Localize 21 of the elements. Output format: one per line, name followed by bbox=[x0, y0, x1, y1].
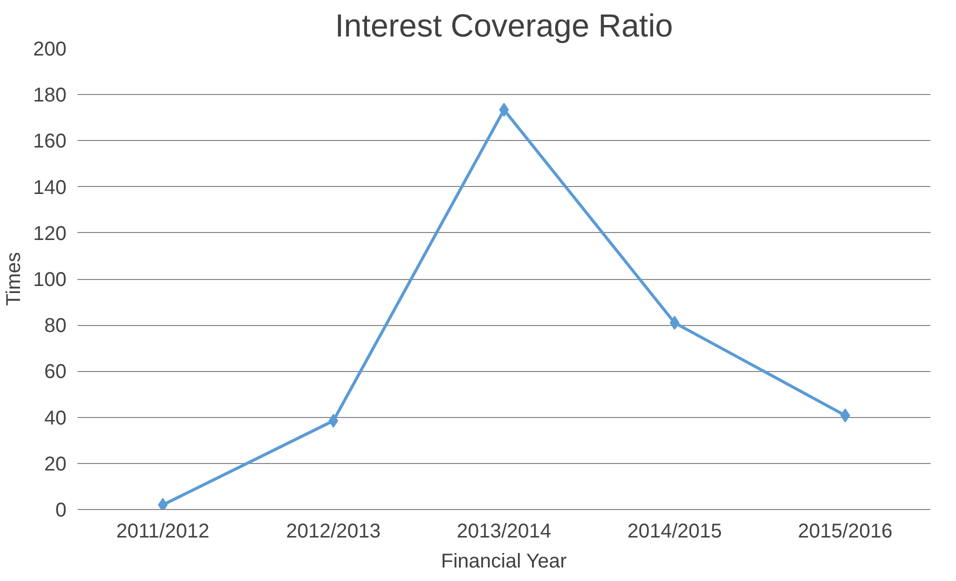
y-tick-label: 0 bbox=[55, 500, 66, 522]
y-tick-label: 80 bbox=[44, 315, 67, 338]
y-tick-label: 140 bbox=[33, 176, 67, 199]
y-axis-title: Times bbox=[3, 252, 26, 306]
x-tick-label: 2012/2013 bbox=[286, 520, 381, 542]
y-tick-label: 60 bbox=[44, 361, 67, 384]
y-tick-label: 160 bbox=[33, 130, 67, 153]
y-tick-label: 200 bbox=[33, 38, 67, 60]
y-tick-label: 180 bbox=[33, 84, 67, 107]
chart-title: Interest Coverage Ratio bbox=[335, 8, 673, 44]
x-tick-label: 2013/2014 bbox=[456, 520, 552, 542]
x-axis-title: Financial Year bbox=[440, 550, 567, 572]
x-tick-label: 2011/2012 bbox=[116, 520, 210, 542]
point bbox=[158, 498, 168, 510]
y-tick-label: 120 bbox=[33, 222, 67, 245]
y-tick-label: 100 bbox=[33, 269, 67, 291]
point bbox=[840, 408, 850, 422]
x-tick-label: 2015/2016 bbox=[798, 520, 892, 542]
y-tick-label: 40 bbox=[44, 407, 67, 430]
y-tick-label: 20 bbox=[44, 453, 67, 476]
x-tick-label: 2014/2015 bbox=[627, 520, 722, 542]
